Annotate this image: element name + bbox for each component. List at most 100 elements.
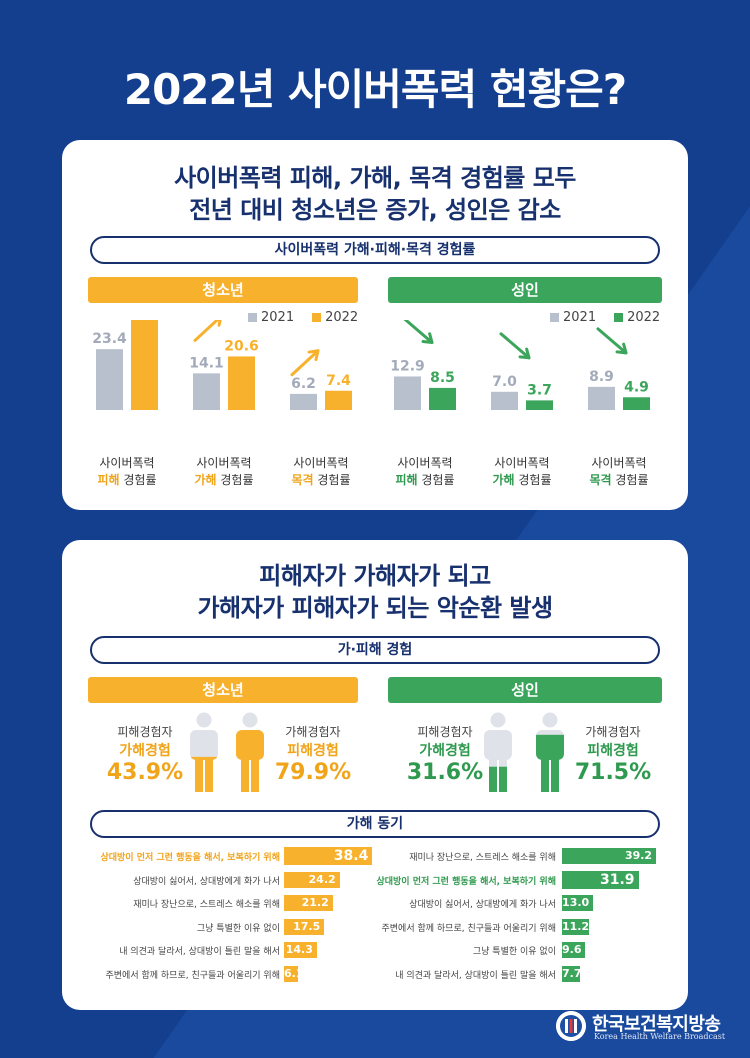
motive-bar: 21.2 [284,895,333,911]
bar-청소년-2021-2 [290,393,317,410]
youth-left-caption: 피해경험자 가해경험 43.9% [100,723,190,785]
legend-2022-label: 2022 [325,310,359,325]
motive-bar: 31.9 [562,870,639,889]
bar-성인-2022-2 [623,397,650,410]
youth-right-top: 가해경험자 [285,725,341,739]
motive-label: 내 의견과 달라서, 상대방이 틀린 말을 해서 [119,947,280,957]
experience-rate-card: 사이버폭력 피해, 가해, 목격 경험률 모두 전년 대비 청소년은 증가, 성… [62,140,688,510]
section1-heading-line1: 사이버폭력 피해, 가해, 목격 경험률 모두 [174,164,576,192]
bar-성인-2021-0 [394,376,421,410]
adult-group-label: 성인 [388,277,662,303]
motive-label: 주변에서 함께 하므로, 친구들과 어울리기 위해 [105,970,281,981]
motive-label: 상대방이 먼저 그런 행동을 해서, 보복하기 위해 [100,853,280,863]
youth-right-caption: 가해경험자 피해경험 79.9% [268,723,358,785]
motive-bar: 7.7 [562,965,582,982]
legend-2021: 2021 [248,310,294,325]
legend-2022-label: 2022 [627,310,661,325]
logo-emblem-icon [556,1011,586,1041]
motive-label: 재미나 장난으로, 스트레스 해소를 위해 [409,853,556,863]
motive-bar: 17.5 [284,918,325,935]
trend-arrow-icon [193,320,222,342]
motive-label: 내 의견과 달라서, 상대방이 틀린 말을 해서 [395,970,556,981]
motive-label: 주변에서 함께 하므로, 친구들과 어울리기 위해 [381,923,557,934]
motive-label: 상대방이 먼저 그런 행동을 해서, 보복하기 위해 [376,876,556,887]
adult-right-top: 가해경험자 [585,725,641,739]
bar-성인-2021-1 [491,391,518,410]
bar-value-label: 12.9 [390,358,425,374]
experience-rate-pill: 사이버폭력 가해·피해·목격 경험률 [90,236,660,264]
adult-left-caption: 피해경험자 가해경험 31.6% [400,723,490,785]
adult-left-person-icon [484,712,512,792]
motive-bar: 24.2 [284,871,340,888]
bar-청소년-2021-0 [96,349,123,410]
category-label: 사이버폭력 가해 경험률 [492,456,552,487]
legend-2021-label: 2021 [261,310,295,325]
adult-left-value: 31.6% [406,760,484,785]
section2-heading-line2: 가해자가 피해자가 되는 악순환 발생 [197,594,553,622]
youth-left-top: 피해경험자 [117,725,173,739]
bar-성인-2022-0 [429,387,456,410]
youth-group-label: 청소년 [88,277,358,303]
youth-left-value: 43.9% [106,760,184,785]
bar-value-label: 23.4 [92,331,127,347]
category-label: 사이버폭력 피해 경험률 [395,456,455,487]
section2-heading-line1: 피해자가 가해자가 되고 [259,562,491,590]
logo-english: Korea Health Welfare Broadcast [594,1032,726,1041]
vicious-cycle-card: 피해자가 가해자가 되고 가해자가 피해자가 되는 악순환 발생 가·피해 경험… [62,540,688,1010]
bar-value-label: 4.9 [624,379,649,395]
bar-value-label: 3.7 [527,382,552,398]
bar-청소년-2021-1 [193,373,220,410]
section1-heading-line2: 전년 대비 청소년은 증가, 성인은 감소 [189,196,561,224]
broadcaster-logo: 한국보건복지방송 Korea Health Welfare Broadcast [556,1005,746,1047]
bar-청소년-2022-1 [228,356,255,410]
youth-left-sub: 가해경험 [119,743,171,759]
adult-left-sub: 가해경험 [419,743,471,759]
experience-rate-chart: 23.437.514.120.66.27.412.98.57.03.78.94.… [92,320,650,410]
category-label: 사이버폭력 목격 경험률 [589,456,649,487]
page-title: 2022년 사이버폭력 현황은? [123,65,627,114]
legend-2021-label: 2021 [563,310,597,325]
bar-value-label: 14.1 [189,355,224,371]
trend-arrow-icon [499,332,531,360]
motive-label: 그냥 특별한 이유 없이 [196,923,280,934]
motive-bar: 11.2 [562,918,590,935]
bar-value-label: 8.5 [430,370,455,386]
trend-arrow-icon [290,349,320,377]
adult-right-value: 71.5% [574,760,652,785]
legend-2021-swatch [248,313,257,322]
youth-legend: 2021 2022 [238,310,358,325]
motive-label: 그냥 특별한 이유 없이 [472,947,556,957]
youth-right-sub: 피해경험 [287,743,339,759]
motive-bar: 39.2 [562,848,657,864]
bar-value-label: 8.9 [589,369,614,385]
youth-left-person-icon [190,712,218,792]
legend-2022: 2022 [312,310,358,325]
motive-label: 상대방이 싫어서, 상대방에게 화가 나서 [133,876,280,887]
bar-성인-2021-2 [588,386,615,410]
bar-value-label: 7.4 [326,373,351,389]
motive-bar: 9.6 [562,942,586,958]
legend-2022: 2022 [614,310,660,325]
legend-2022-swatch [312,313,322,322]
motive-bar: 13.0 [562,895,594,911]
motive-bar: 6.1 [284,965,304,982]
youth-right-person-icon [236,712,264,792]
logo-name: 한국보건복지방송 [592,1014,721,1035]
adult-right-sub: 피해경험 [587,743,639,759]
adult-left-top: 피해경험자 [417,725,473,739]
bar-청소년-2022-2 [325,390,352,410]
bar-성인-2022-1 [526,400,553,410]
youth-right-value: 79.9% [274,760,352,785]
bar-value-label: 6.2 [291,376,316,392]
bar-value-label: 7.0 [492,374,517,390]
category-label: 사이버폭력 목격 경험률 [291,456,351,487]
legend-2022-swatch [614,313,624,322]
category-label: 사이버폭력 가해 경험률 [194,456,254,487]
adult-legend: 2021 2022 [540,310,660,325]
legend-2021-swatch [550,313,559,322]
legend-2021: 2021 [550,310,596,325]
motive-bar: 14.3 [284,942,317,958]
trend-arrow-icon [596,327,628,355]
bar-청소년-2022-0 [131,320,158,410]
youth-group-label-2: 청소년 [88,677,358,703]
